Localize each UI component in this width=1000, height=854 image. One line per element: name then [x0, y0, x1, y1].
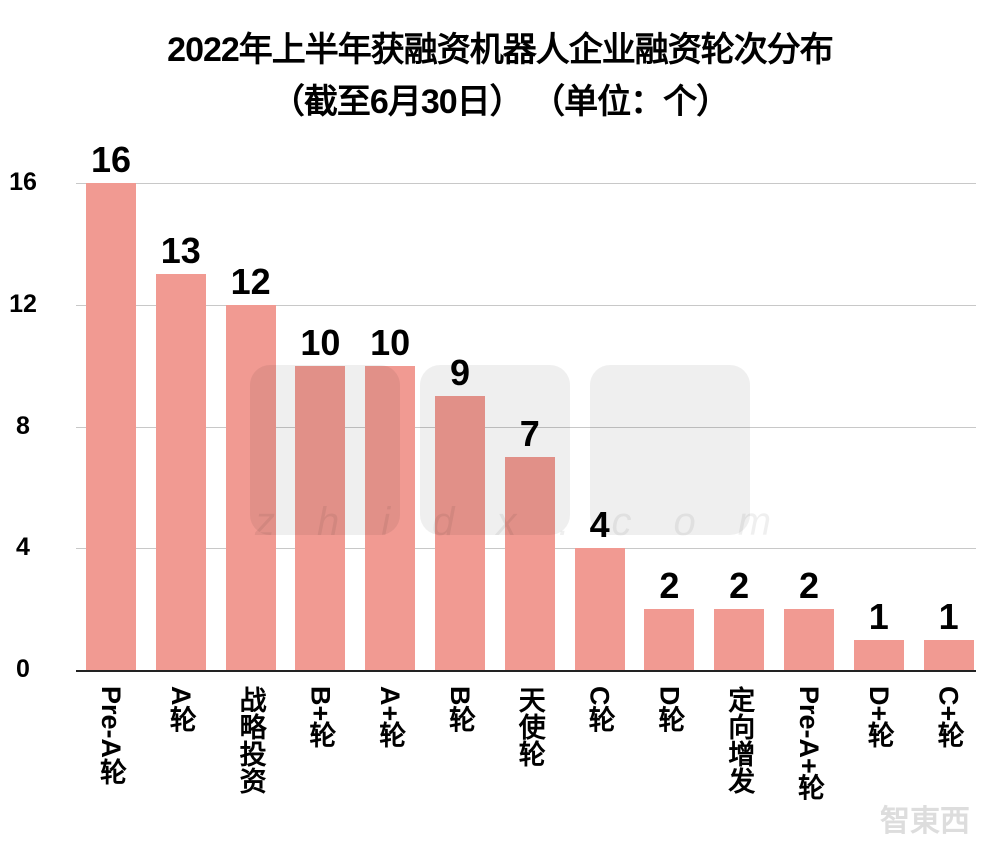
bar	[225, 304, 276, 670]
bar-value-label: 10	[300, 321, 341, 363]
bar-value-label: 2	[659, 565, 680, 607]
bar	[784, 609, 834, 670]
watermark-url: zhidx.com	[255, 500, 814, 544]
x-axis-line	[76, 670, 976, 672]
x-category-label: C+轮	[933, 686, 964, 749]
chart-title: 2022年上半年获融资机器人企业融资轮次分布	[167, 31, 834, 69]
chart-subtitle: （截至6月30日） （单位：个）	[270, 83, 730, 121]
bar	[295, 365, 346, 670]
x-category-label: D轮	[654, 686, 685, 733]
bar	[853, 639, 904, 670]
bar-value-label: 12	[230, 260, 271, 302]
y-tick-label: 12	[9, 289, 37, 318]
bar	[574, 548, 625, 670]
y-tick-label: 4	[16, 533, 30, 562]
bar	[714, 609, 765, 670]
bar-value-label: 4	[589, 504, 610, 546]
y-tick-label: 0	[16, 655, 30, 683]
bar-value-label: 13	[160, 230, 201, 272]
bar	[365, 365, 416, 670]
x-category-label: 战略投资	[235, 686, 266, 794]
x-category-label: B轮	[445, 686, 475, 733]
x-category-label: A+轮	[375, 686, 406, 749]
x-category-label: A轮	[165, 686, 196, 733]
bar	[923, 639, 974, 670]
x-category-label: 定向增发	[724, 686, 755, 794]
y-tick-label: 8	[16, 411, 30, 440]
gridline	[76, 304, 976, 306]
bar-value-label: 9	[449, 352, 471, 394]
x-category-label: 天使轮	[514, 686, 545, 767]
x-category-label: Pre-A+轮	[794, 686, 824, 801]
bar-value-label: 10	[370, 321, 411, 363]
bar-value-label: 2	[798, 565, 820, 607]
x-category-label: C轮	[584, 686, 615, 733]
bar-value-label: 16	[90, 139, 132, 180]
bar	[86, 183, 136, 670]
bar-value-label: 1	[868, 595, 889, 637]
bar	[155, 274, 206, 670]
x-category-label: D+轮	[863, 686, 894, 749]
bar	[504, 456, 555, 670]
bar-value-label: 2	[729, 565, 750, 607]
corner-logo: 智東西	[880, 805, 970, 838]
gridline	[76, 426, 976, 428]
bar	[435, 396, 485, 670]
bar-value-label: 7	[519, 412, 540, 454]
x-category-label: B+轮	[305, 686, 336, 749]
x-category-label: Pre-A轮	[96, 686, 126, 786]
bar-value-label: 1	[938, 595, 959, 637]
y-tick-label: 16	[9, 168, 37, 196]
gridline	[76, 183, 976, 184]
bar	[644, 609, 695, 670]
